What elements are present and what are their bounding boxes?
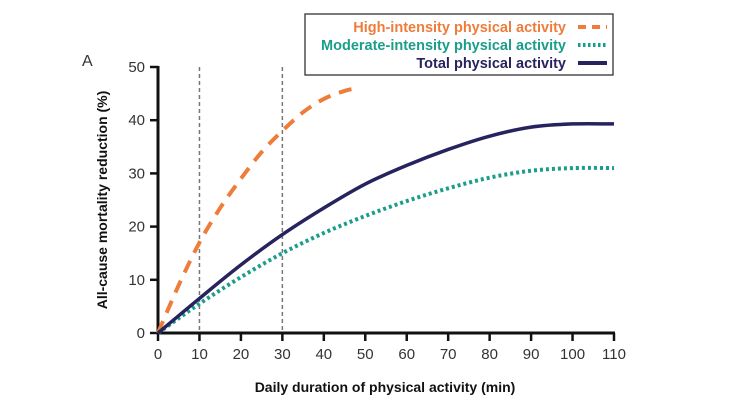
x-tick-label: 0 <box>154 346 162 363</box>
panel-label: A <box>82 53 93 70</box>
legend-label-moderate: Moderate-intensity physical activity <box>321 38 566 54</box>
y-tick-label: 50 <box>128 59 145 76</box>
x-tick-label: 70 <box>440 346 457 363</box>
x-tick-label: 50 <box>357 346 374 363</box>
series-lines <box>156 86 615 335</box>
legend-label-high: High-intensity physical activity <box>353 20 566 36</box>
y-axis-label: All-cause mortality reduction (%) <box>94 91 110 310</box>
x-tick-label: 90 <box>523 346 540 363</box>
y-tick-label: 40 <box>128 112 145 129</box>
x-tick-label: 20 <box>233 346 250 363</box>
axes: 0 10 20 30 40 50 60 70 80 90 100 110 0 10 20 30 40 50 <box>128 59 626 363</box>
x-tick-label: 110 <box>602 346 626 363</box>
y-tick-label: 0 <box>137 325 145 342</box>
legend-box <box>304 13 614 76</box>
series-line-high <box>156 86 358 334</box>
y-tick-label: 10 <box>128 272 145 289</box>
x-tick-label: 60 <box>398 346 415 363</box>
x-axis-label: Daily duration of physical activity (min… <box>255 379 516 395</box>
x-tick-label: 100 <box>560 346 585 363</box>
y-tick-label: 30 <box>128 165 145 182</box>
reference-lines <box>198 67 284 333</box>
series-line-moderate <box>156 165 615 335</box>
legend-label-total: Total physical activity <box>416 56 566 72</box>
y-tick-label: 20 <box>128 219 145 236</box>
x-tick-label: 40 <box>315 346 332 363</box>
legend: High-intensity physical activity Moderat… <box>304 13 614 76</box>
x-tick-label: 80 <box>481 346 498 363</box>
x-tick-label: 30 <box>274 346 291 363</box>
x-tick-label: 10 <box>191 346 208 363</box>
series-line-total <box>156 121 615 335</box>
